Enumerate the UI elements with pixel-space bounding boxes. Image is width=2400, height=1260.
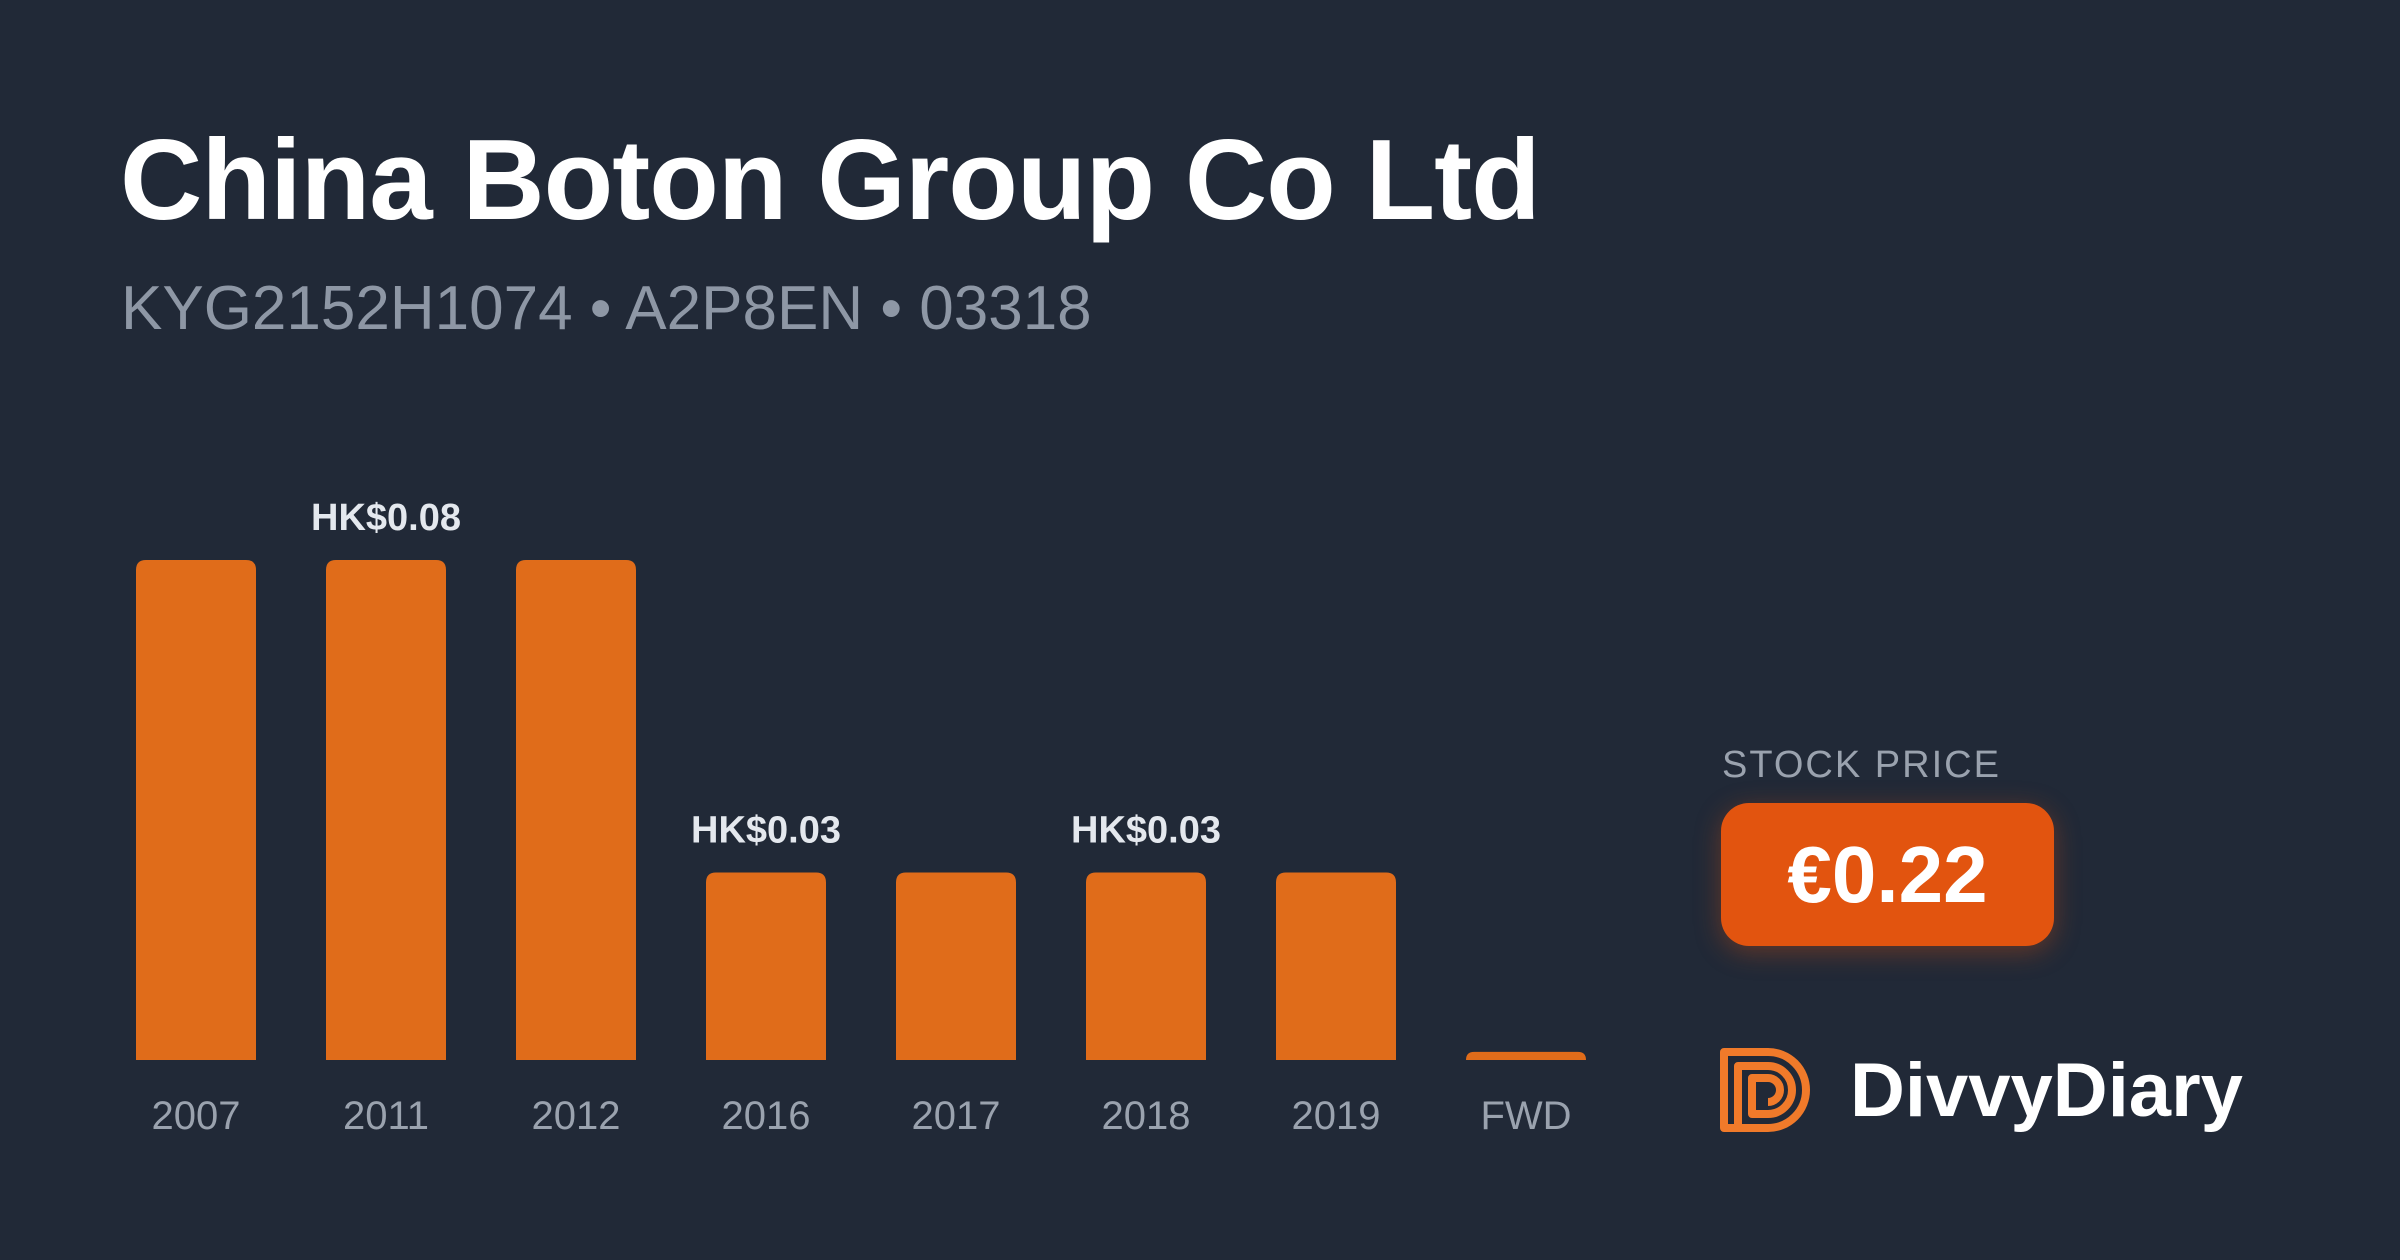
- page-title: China Boton Group Co Ltd: [120, 117, 1541, 244]
- brand-name: DivvyDiary: [1850, 1047, 2243, 1133]
- bar-2011: [326, 560, 446, 1060]
- dividend-bar-chart: 2007 HK$0.08 2011 2012 HK$0.03 2016 2017 HK$0.0…: [136, 497, 1586, 1138]
- x-tick-label-2011: 2011: [343, 1094, 429, 1138]
- value-label-2011: HK$0.08: [311, 497, 461, 539]
- x-tick-label-2012: 2012: [532, 1094, 621, 1138]
- bar-2019: [1276, 872, 1396, 1060]
- bar-2016: [706, 872, 826, 1060]
- stock-price-value: €0.22: [1787, 829, 1988, 919]
- value-label-2016: HK$0.03: [691, 810, 841, 852]
- bar-fwd: [1466, 1051, 1586, 1060]
- brand: DivvyDiary: [1720, 1047, 2243, 1133]
- value-label-2018: HK$0.03: [1071, 810, 1221, 852]
- x-tick-label-2017: 2017: [912, 1094, 1001, 1138]
- stock-price-badge: €0.22: [1721, 803, 2054, 946]
- x-tick-label-2019: 2019: [1292, 1094, 1381, 1138]
- x-tick-label-2016: 2016: [722, 1094, 811, 1138]
- bar-2017: [896, 872, 1016, 1060]
- bar-2018: [1086, 872, 1206, 1060]
- x-tick-label-2007: 2007: [152, 1094, 241, 1138]
- bar-2007: [136, 560, 256, 1060]
- x-tick-label-fwd: FWD: [1480, 1094, 1571, 1138]
- bar-2012: [516, 560, 636, 1060]
- stock-identifiers: KYG2152H1074 • A2P8EN • 03318: [121, 274, 1092, 343]
- x-tick-label-2018: 2018: [1102, 1094, 1191, 1138]
- divvydiary-logo-icon: [1720, 1048, 1810, 1132]
- stock-price-label: STOCK PRICE: [1722, 744, 2001, 786]
